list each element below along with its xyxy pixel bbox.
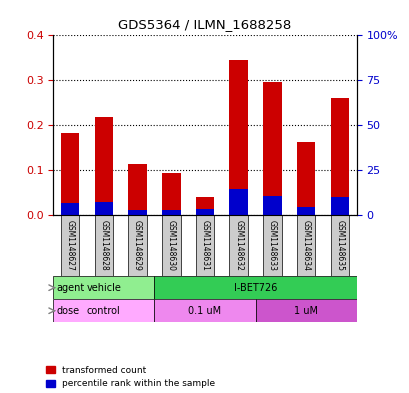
FancyBboxPatch shape	[154, 276, 356, 299]
Bar	[296, 141, 315, 215]
Text: GSM1148631: GSM1148631	[200, 220, 209, 271]
Text: GSM1148630: GSM1148630	[166, 220, 175, 271]
Bar	[263, 196, 281, 215]
FancyBboxPatch shape	[229, 215, 247, 276]
FancyBboxPatch shape	[263, 215, 281, 276]
Text: agent: agent	[56, 283, 84, 293]
Bar	[296, 207, 315, 215]
FancyBboxPatch shape	[94, 215, 113, 276]
Text: 1 uM: 1 uM	[293, 306, 317, 316]
Text: GSM1148629: GSM1148629	[133, 220, 142, 271]
FancyBboxPatch shape	[162, 215, 180, 276]
Bar	[128, 164, 146, 215]
Text: GSM1148627: GSM1148627	[65, 220, 74, 271]
Bar	[94, 202, 113, 215]
FancyBboxPatch shape	[53, 276, 154, 299]
Text: GSM1148633: GSM1148633	[267, 220, 276, 271]
Bar	[330, 98, 348, 215]
FancyBboxPatch shape	[255, 299, 356, 322]
FancyBboxPatch shape	[61, 215, 79, 276]
Text: dose: dose	[56, 306, 79, 316]
Text: vehicle: vehicle	[86, 283, 121, 293]
Bar	[229, 189, 247, 215]
Bar	[195, 209, 214, 215]
Text: GSM1148635: GSM1148635	[335, 220, 344, 271]
FancyBboxPatch shape	[296, 215, 315, 276]
Bar	[162, 173, 180, 215]
Legend: transformed count, percentile rank within the sample: transformed count, percentile rank withi…	[45, 366, 214, 389]
Text: control: control	[87, 306, 120, 316]
FancyBboxPatch shape	[154, 299, 255, 322]
Text: GSM1148628: GSM1148628	[99, 220, 108, 271]
Bar	[162, 210, 180, 215]
Text: GSM1148632: GSM1148632	[234, 220, 243, 271]
Text: GDS5364 / ILMN_1688258: GDS5364 / ILMN_1688258	[118, 18, 291, 31]
Text: I-BET726: I-BET726	[233, 283, 276, 293]
Text: 0.1 uM: 0.1 uM	[188, 306, 221, 316]
FancyBboxPatch shape	[195, 215, 214, 276]
FancyBboxPatch shape	[330, 215, 348, 276]
Bar	[330, 197, 348, 215]
Bar	[61, 204, 79, 215]
Bar	[61, 133, 79, 215]
Bar	[195, 197, 214, 215]
FancyBboxPatch shape	[53, 299, 154, 322]
Bar	[94, 117, 113, 215]
Text: GSM1148634: GSM1148634	[301, 220, 310, 271]
Bar	[229, 61, 247, 215]
Bar	[263, 83, 281, 215]
Bar	[128, 210, 146, 215]
FancyBboxPatch shape	[128, 215, 146, 276]
